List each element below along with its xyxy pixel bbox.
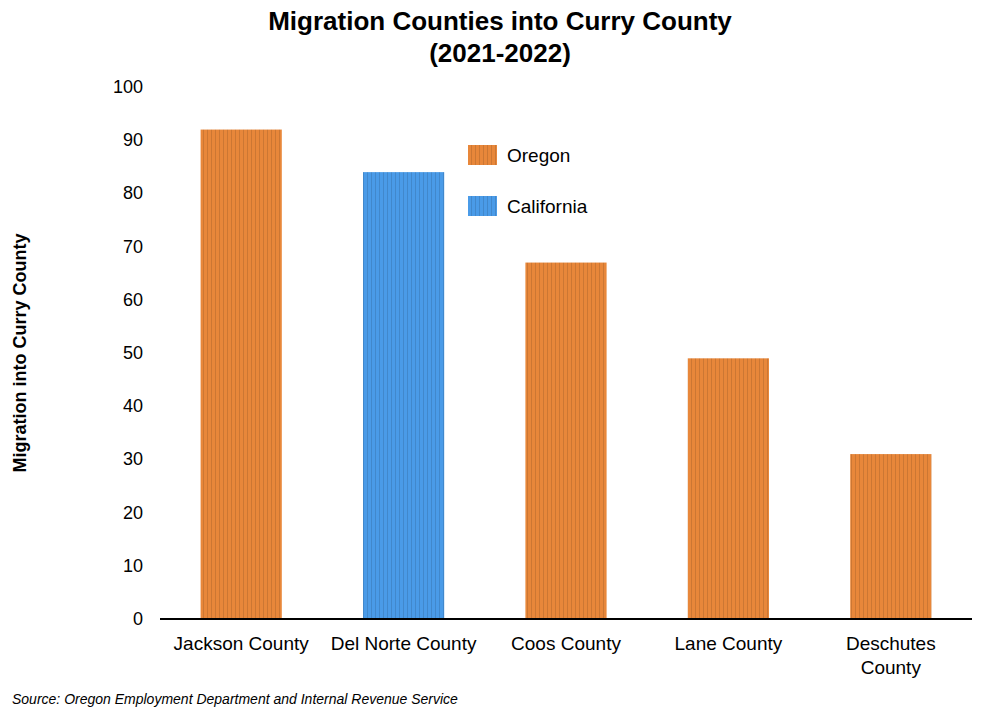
y-tick (156, 512, 160, 513)
bar (850, 454, 931, 619)
y-tick (156, 193, 160, 194)
x-tick-label: Jackson County (174, 633, 310, 654)
y-tick (156, 406, 160, 407)
x-axis-line (160, 618, 972, 620)
y-tick-label: 30 (123, 449, 143, 469)
bar (363, 172, 444, 619)
y-tick (156, 140, 160, 141)
y-tick-label: 0 (133, 609, 143, 629)
legend-swatch (468, 196, 497, 216)
y-tick (156, 619, 160, 620)
x-tick-label: Del Norte County (331, 633, 477, 654)
y-tick-label: 20 (123, 503, 143, 523)
source: Source: Oregon Employment Department and… (12, 691, 458, 707)
x-tick-label-line: Jackson County (174, 633, 310, 654)
chart-svg: Migration Counties into Curry County(202… (0, 0, 1000, 724)
y-tick-label: 70 (123, 237, 143, 257)
title: Migration Counties into Curry County (268, 6, 732, 36)
y-tick-label: 40 (123, 396, 143, 416)
x-tick-label-line: Coos County (511, 633, 621, 654)
y-tick (156, 246, 160, 247)
y-tick-label: 90 (123, 130, 143, 150)
x-tick-label: Deschutes County (846, 633, 936, 678)
y-tick-label: 10 (123, 556, 143, 576)
y-tick (156, 565, 160, 566)
background (0, 0, 1000, 724)
y-tick (156, 353, 160, 354)
x-tick-label-line: Deschutes (846, 633, 936, 654)
x-tick-label-line: Lane County (675, 633, 783, 654)
bar (525, 263, 606, 619)
y-tick-label: 60 (123, 290, 143, 310)
legend-label: California (507, 196, 588, 217)
y-axis-label: Migration into Curry County (10, 234, 30, 473)
y-tick-label: 50 (123, 343, 143, 363)
x-tick-label: Lane County (675, 633, 783, 654)
y-tick (156, 299, 160, 300)
bars (201, 130, 932, 619)
bar (688, 358, 769, 619)
y-tick-label: 100 (113, 77, 143, 97)
x-tick-label-line: Del Norte County (331, 633, 477, 654)
x-tick-label-line: County (861, 657, 922, 678)
bar (201, 130, 282, 619)
y-tick-label: 80 (123, 183, 143, 203)
chart-container: Migration Counties into Curry County(202… (0, 0, 1000, 724)
legend-swatch (468, 145, 497, 165)
y-tick (156, 87, 160, 88)
legend-label: Oregon (507, 145, 570, 166)
title: (2021-2022) (429, 38, 571, 68)
y-tick (156, 459, 160, 460)
x-tick-label: Coos County (511, 633, 621, 654)
